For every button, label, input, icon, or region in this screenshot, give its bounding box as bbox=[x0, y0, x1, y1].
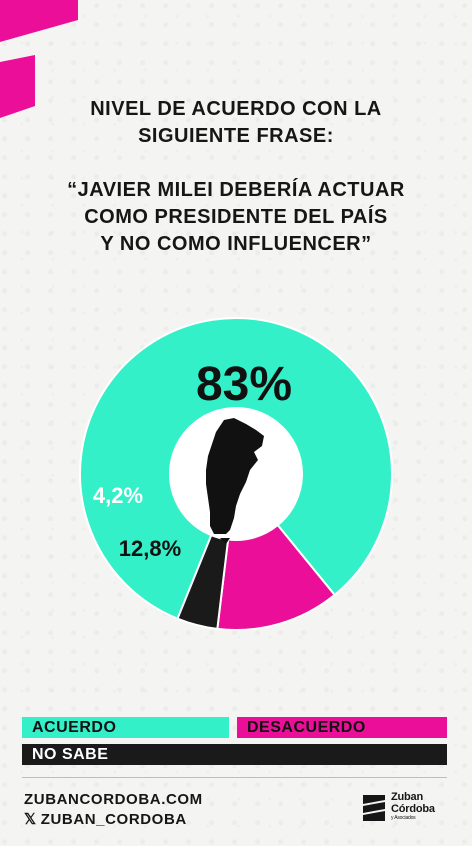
logo-line-2: Córdoba bbox=[391, 803, 435, 815]
legend-no-sabe: NO SABE bbox=[22, 744, 447, 765]
website-link[interactable]: ZUBANCORDOBA.COM bbox=[24, 791, 203, 808]
legend-acuerdo: ACUERDO bbox=[22, 717, 229, 738]
quote-line-1: “JAVIER MILEI DEBERÍA ACTUAR bbox=[67, 179, 405, 201]
x-logo-icon: 𝕏 bbox=[24, 811, 37, 828]
decorative-stripes bbox=[0, 0, 78, 118]
footer-divider bbox=[22, 777, 447, 778]
stripe-bottom bbox=[0, 55, 35, 118]
quote-line-3: Y NO COMO INFLUENCER” bbox=[100, 233, 372, 255]
heading-line-1: NIVEL DE ACUERDO CON LA bbox=[90, 98, 382, 120]
logo-line-3: y Asociados bbox=[391, 815, 416, 821]
zuban-cordoba-logo: Zuban Córdoba y Asociados bbox=[361, 791, 451, 827]
logo-wordmark: Zuban Córdoba y Asociados bbox=[391, 791, 435, 821]
x-handle-text: ZUBAN_CORDOBA bbox=[40, 811, 187, 828]
data-label-acuerdo: 83% bbox=[196, 358, 292, 411]
data-label-no-sabe: 4,2% bbox=[93, 483, 143, 508]
x-handle-link[interactable]: 𝕏 ZUBAN_CORDOBA bbox=[24, 810, 187, 828]
logo-line-1: Zuban bbox=[391, 791, 423, 803]
zuban-logo-mark-icon bbox=[363, 795, 385, 821]
legend-desacuerdo: DESACUERDO bbox=[237, 717, 447, 738]
question-heading: NIVEL DE ACUERDO CON LA SIGUIENTE FRASE: bbox=[0, 96, 472, 150]
argentina-map-icon bbox=[206, 418, 264, 544]
data-label-desacuerdo: 12,8% bbox=[119, 536, 181, 561]
donut-chart: 83% 12,8% 4,2% bbox=[79, 317, 393, 631]
quote-line-2: COMO PRESIDENTE DEL PAÍS bbox=[84, 206, 388, 228]
quoted-statement: “JAVIER MILEI DEBERÍA ACTUAR COMO PRESID… bbox=[0, 177, 472, 258]
stripe-top bbox=[0, 0, 78, 42]
heading-line-2: SIGUIENTE FRASE: bbox=[138, 125, 334, 147]
